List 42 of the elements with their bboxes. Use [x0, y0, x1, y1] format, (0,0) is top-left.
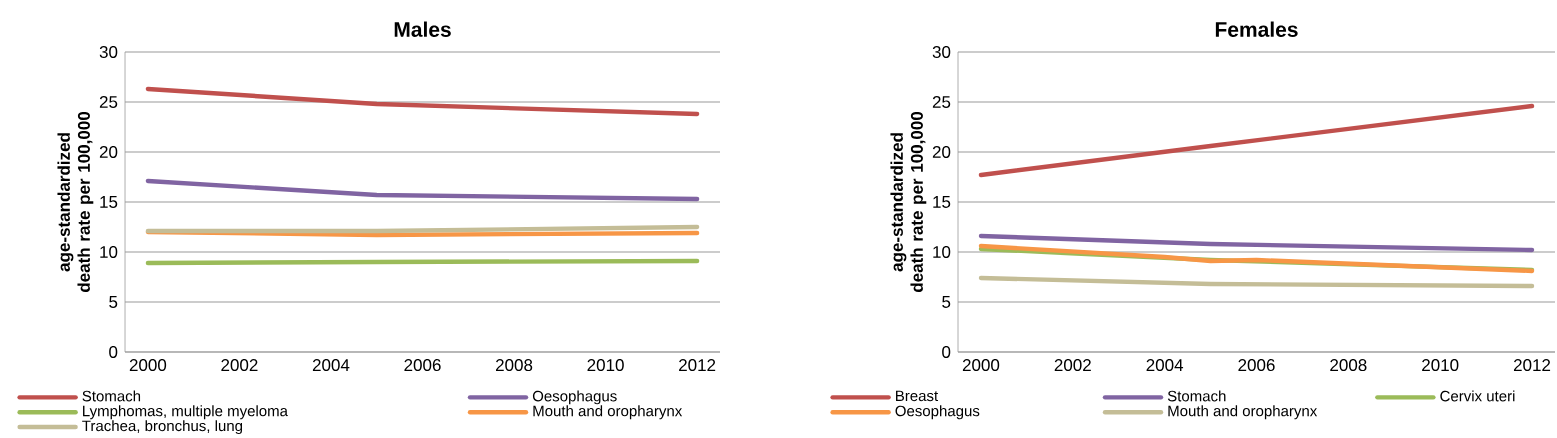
x-tick-label: 2012 — [679, 359, 716, 372]
x-tick-label: 2002 — [1054, 359, 1091, 372]
y-tick-label: 5 — [109, 296, 118, 308]
legend-label: Oesophagus — [532, 390, 617, 405]
x-tick-label: 2000 — [962, 359, 1000, 372]
y-tick-label: 10 — [100, 245, 118, 258]
chart-title: Females — [1215, 21, 1298, 37]
x-tick-label: 2010 — [1422, 359, 1459, 372]
y-tick-label: 0 — [942, 345, 951, 358]
y-tick-label: 20 — [99, 145, 118, 158]
y-tick-label: 25 — [932, 95, 951, 108]
legend-label: Trachea, bronchus, lung — [82, 420, 243, 435]
legend-label: Lymphomas, multiple myeloma — [83, 405, 288, 420]
y-tick-label: 15 — [933, 196, 951, 208]
y-axis-title: age-standardized death rate per 100,000 — [57, 112, 94, 293]
legend-label: Mouth and oropharynx — [1168, 405, 1318, 420]
x-tick-label: 2004 — [312, 359, 350, 372]
x-tick-label: 2008 — [1330, 359, 1367, 372]
legend-label: Cervix uteri — [1440, 390, 1515, 402]
x-tick-label: 2012 — [1513, 359, 1551, 372]
y-tick-label: 5 — [942, 296, 951, 308]
x-tick-label: 2008 — [495, 359, 533, 372]
legend-label: Breast — [896, 390, 939, 402]
y-tick-label: 30 — [99, 45, 118, 58]
legend-label: Stomach — [82, 390, 141, 402]
y-axis-title: age-standardized death rate per 100,000 — [890, 112, 927, 293]
x-tick-label: 2006 — [404, 359, 441, 372]
x-tick-label: 2010 — [587, 359, 624, 372]
x-tick-label: 2004 — [1146, 359, 1184, 372]
y-tick-label: 20 — [932, 145, 951, 158]
y-tick-label: 30 — [932, 45, 951, 58]
legend-label: Mouth and oropharynx — [533, 405, 683, 420]
chart-title: Males — [394, 21, 451, 37]
x-tick-label: 2002 — [221, 359, 258, 372]
y-tick-label: 25 — [99, 95, 118, 108]
legend-label: Oesophagus — [895, 405, 980, 420]
y-tick-label: 0 — [109, 345, 118, 358]
x-tick-label: 2006 — [1238, 359, 1275, 372]
y-tick-label: 10 — [933, 245, 951, 258]
x-tick-label: 2000 — [129, 359, 167, 372]
y-tick-label: 15 — [100, 196, 118, 208]
legend-label: Stomach — [1167, 390, 1226, 402]
